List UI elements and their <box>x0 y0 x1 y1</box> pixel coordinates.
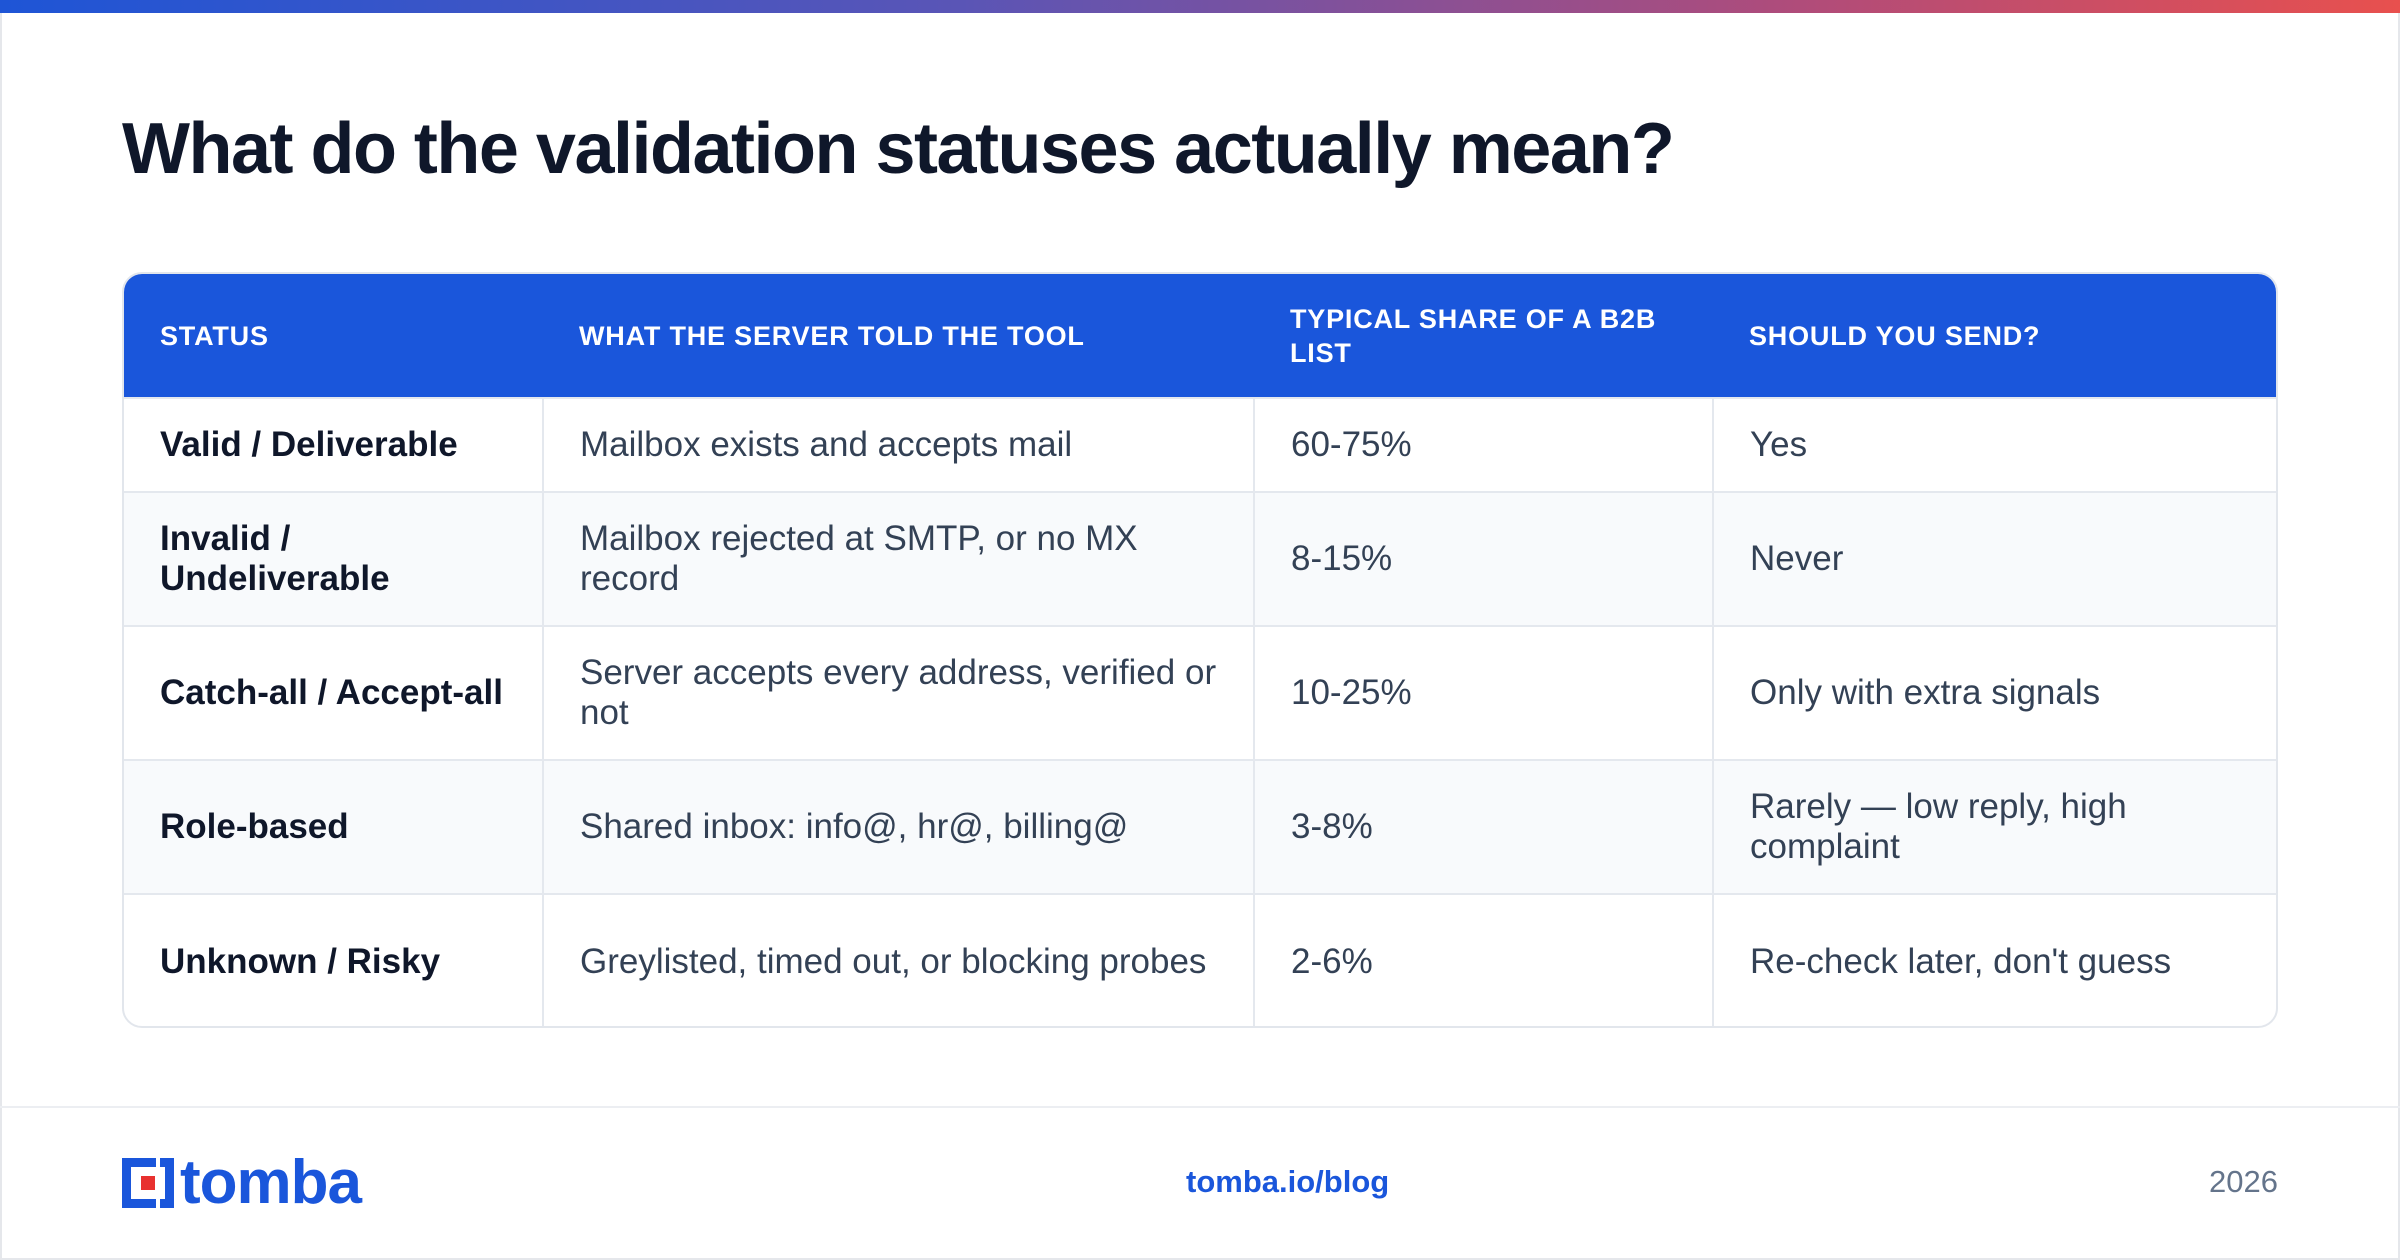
header-server-told: WHAT THE SERVER TOLD THE TOOL <box>579 320 1085 351</box>
status-cell: Unknown / Risky <box>124 893 543 1026</box>
tomba-logo[interactable]: tomba <box>122 1148 362 1217</box>
send-advice-cell: Re-check later, don't guess <box>1712 893 2276 1026</box>
status-table: STATUS WHAT THE SERVER TOLD THE TOOL TYP… <box>124 274 2276 1026</box>
send-advice-cell: Never <box>1712 491 2276 626</box>
tomba-logo-icon <box>122 1158 174 1208</box>
logo-wordmark: tomba <box>180 1148 362 1217</box>
send-advice-cell: Rarely — low reply, high complaint <box>1712 759 2276 894</box>
status-cell: Catch-all / Accept-all <box>124 625 543 760</box>
table-row: Unknown / Risky Greylisted, timed out, o… <box>124 893 2276 1026</box>
blog-link[interactable]: tomba.io/blog <box>1186 1164 1390 1199</box>
header-should-send: SHOULD YOU SEND? <box>1749 320 2041 351</box>
status-cell: Valid / Deliverable <box>124 397 543 492</box>
send-advice-cell: Yes <box>1712 397 2276 492</box>
table-header-row: STATUS WHAT THE SERVER TOLD THE TOOL TYP… <box>124 274 2276 398</box>
share-cell: 2-6% <box>1253 893 1713 1026</box>
footer-divider <box>0 1106 2400 1108</box>
share-cell: 3-8% <box>1253 759 1713 894</box>
table-row: Catch-all / Accept-all Server accepts ev… <box>124 625 2276 760</box>
send-advice-cell: Only with extra signals <box>1712 625 2276 760</box>
meaning-cell: Greylisted, timed out, or blocking probe… <box>542 893 1254 1026</box>
share-cell: 10-25% <box>1253 625 1713 760</box>
share-cell: 60-75% <box>1253 397 1713 492</box>
meaning-cell: Mailbox exists and accepts mail <box>542 397 1254 492</box>
status-cell: Role-based <box>124 759 543 894</box>
gradient-accent-bar <box>0 0 2400 13</box>
footer-year: 2026 <box>2209 1164 2278 1199</box>
table-row: Valid / Deliverable Mailbox exists and a… <box>124 397 2276 492</box>
meaning-cell: Server accepts every address, verified o… <box>542 625 1254 760</box>
status-cell: Invalid / Undeliverable <box>124 491 543 626</box>
meaning-cell: Mailbox rejected at SMTP, or no MX recor… <box>542 491 1254 626</box>
table-row: Invalid / Undeliverable Mailbox rejected… <box>124 491 2276 626</box>
status-table-container: STATUS WHAT THE SERVER TOLD THE TOOL TYP… <box>122 272 2278 1028</box>
page-title: What do the validation statuses actually… <box>122 109 1675 189</box>
header-status: STATUS <box>160 320 269 351</box>
table-row: Role-based Shared inbox: info@, hr@, bil… <box>124 759 2276 894</box>
share-cell: 8-15% <box>1253 491 1713 626</box>
header-typical-share: TYPICAL SHARE OF A B2B LIST <box>1290 303 1657 368</box>
meaning-cell: Shared inbox: info@, hr@, billing@ <box>542 759 1254 894</box>
